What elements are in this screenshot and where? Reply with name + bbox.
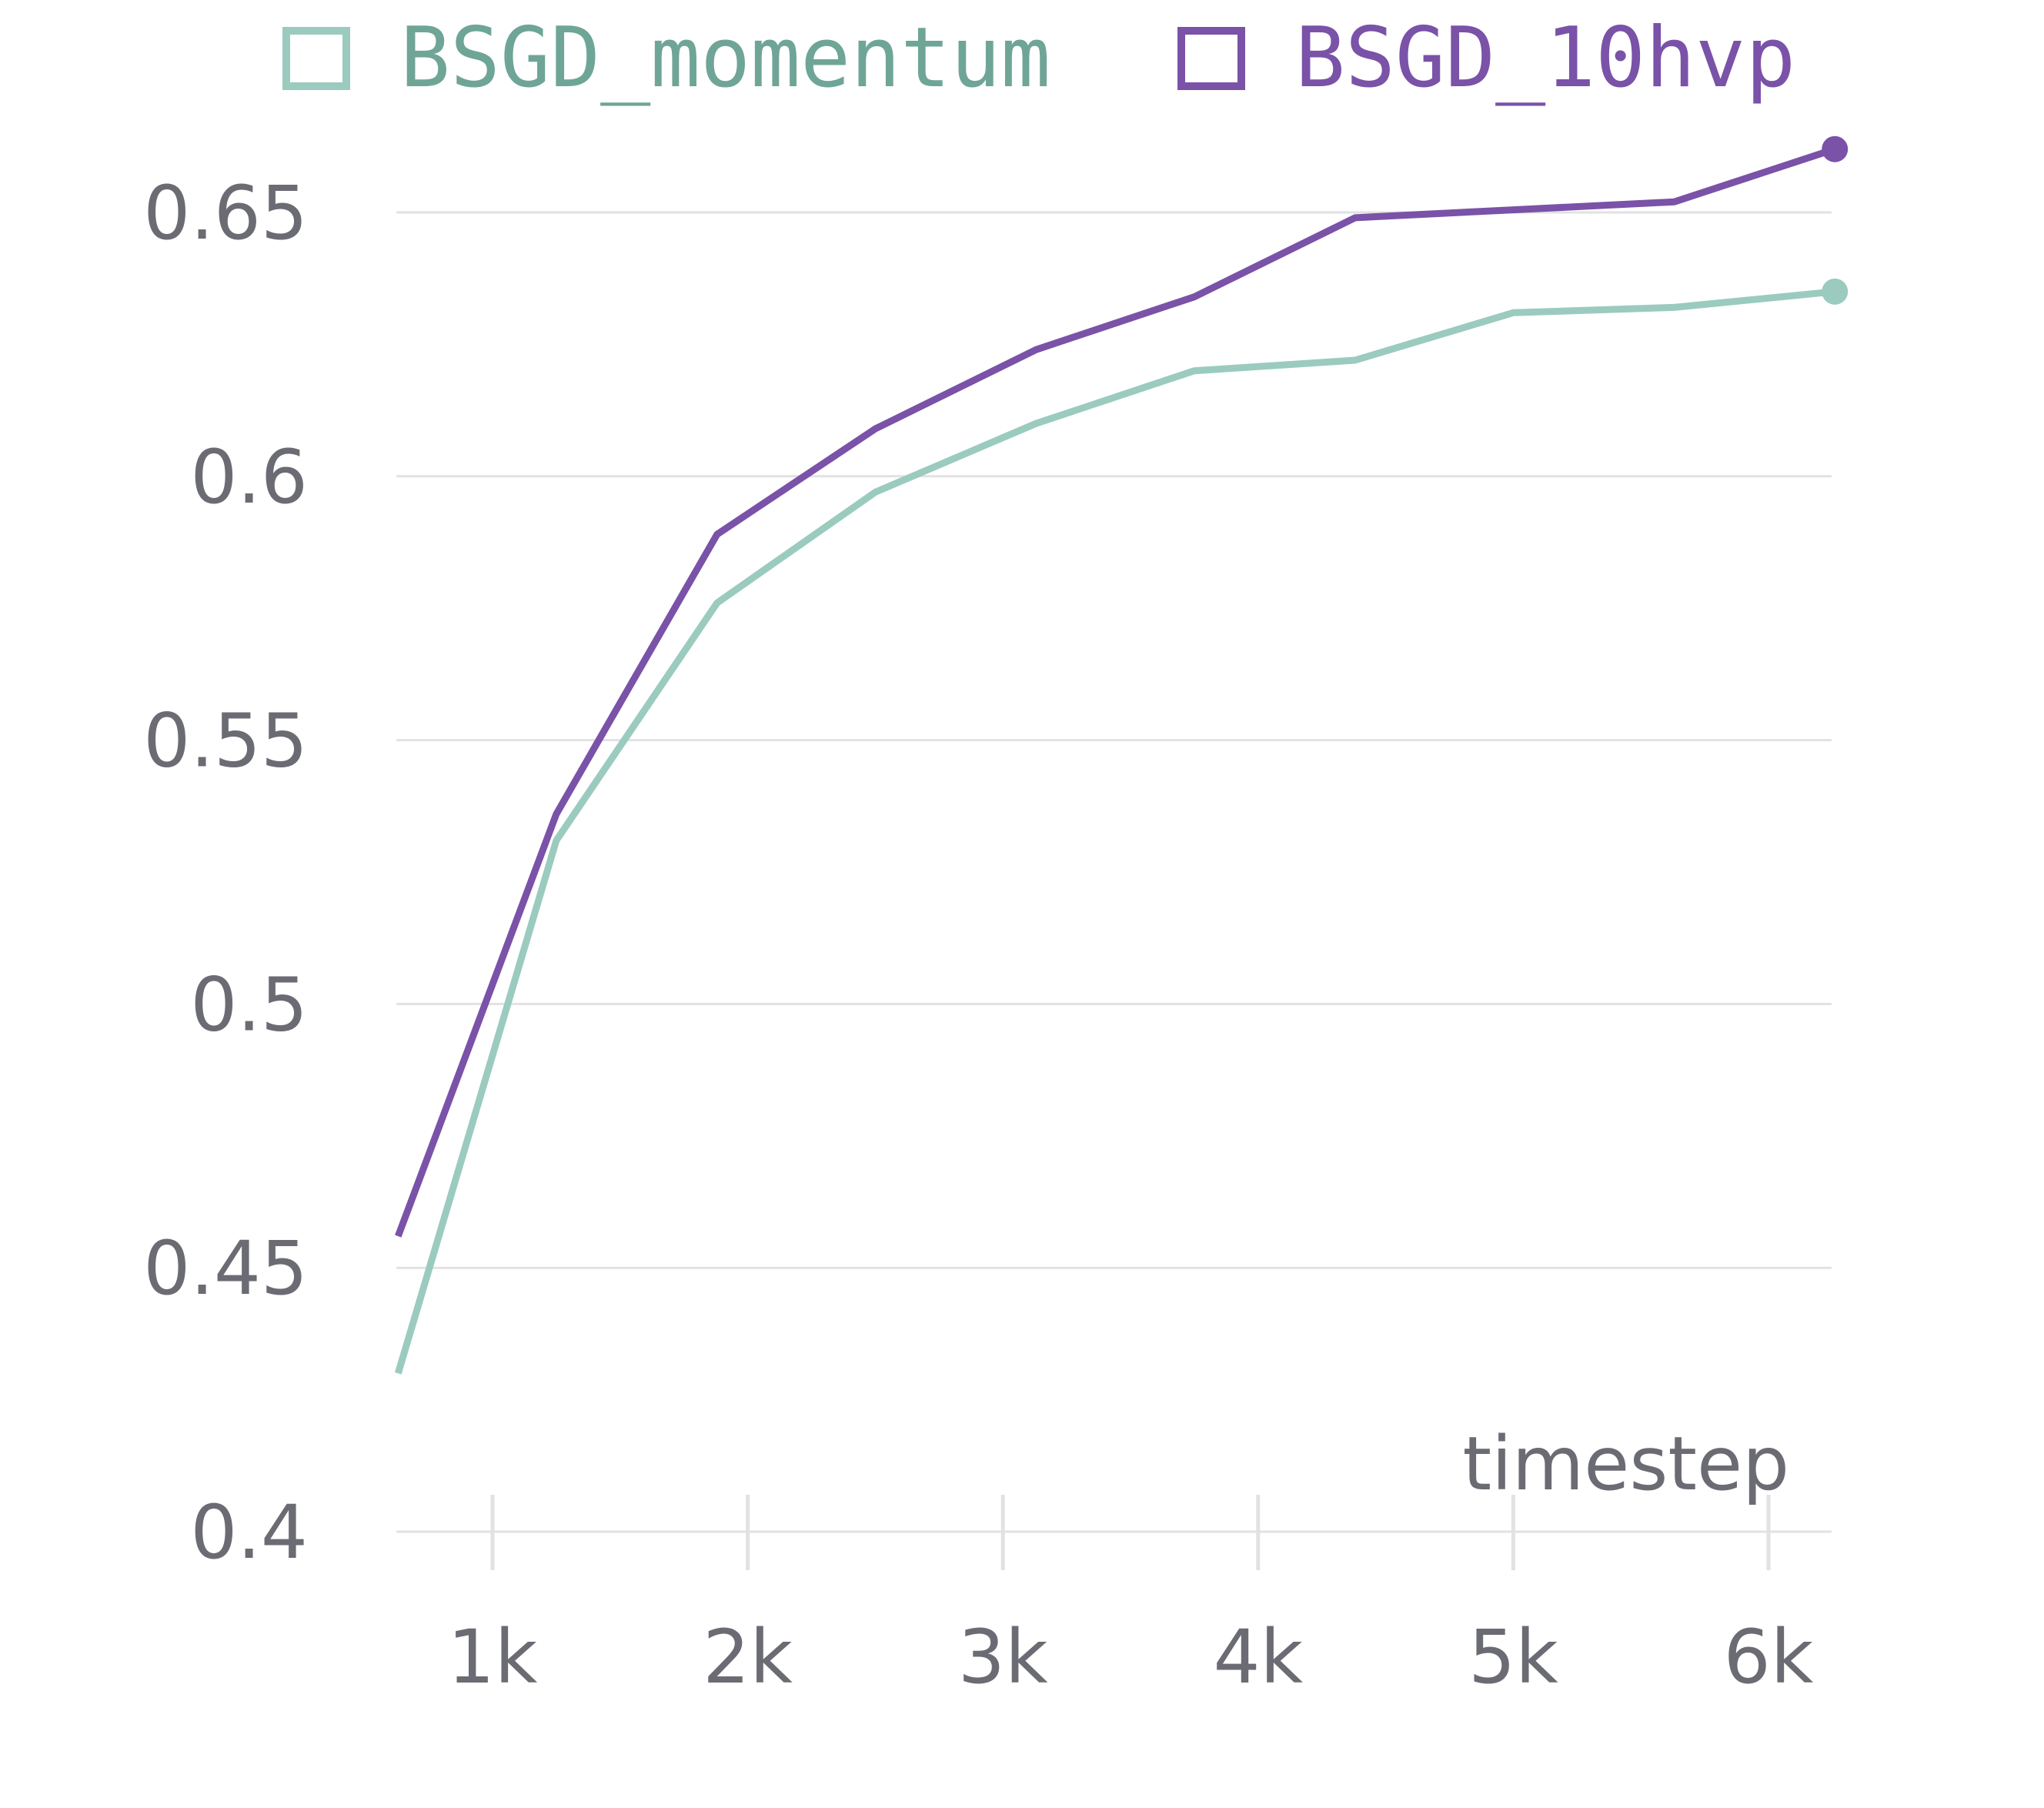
x-tick-label: 4k (1213, 1614, 1303, 1700)
legend-swatch (282, 27, 350, 90)
legend-label: BSGD_momentum (400, 10, 1050, 106)
legend: BSGD_momentum BSGD_10hvp (282, 10, 1795, 106)
x-axis-tick-labels: 1k 2k 3k 4k 5k 6k (448, 1614, 1814, 1700)
series-line-BSGD_momentum (394, 288, 1835, 1375)
series-line-BSGD_10hvp (395, 145, 1836, 1238)
y-tick-label: 0.5 (190, 961, 308, 1048)
y-tick-label: 0.45 (143, 1225, 308, 1312)
x-axis-ticks (490, 1495, 1771, 1570)
x-tick-label: 2k (703, 1614, 793, 1700)
series-end-marker-BSGD_momentum (1822, 278, 1849, 305)
y-tick-label: 0.4 (190, 1489, 308, 1576)
series-lines (394, 135, 1849, 1375)
legend-swatch (1177, 27, 1245, 90)
y-tick-label: 0.6 (190, 434, 308, 520)
y-tick-label: 0.55 (143, 698, 308, 784)
series-end-marker-BSGD_10hvp (1822, 135, 1849, 162)
legend-label: BSGD_10hvp (1295, 10, 1795, 106)
grid-lines (396, 211, 1832, 1533)
x-tick-label: 5k (1468, 1614, 1558, 1700)
x-tick-label: 3k (958, 1614, 1048, 1700)
x-tick-label: 6k (1724, 1614, 1814, 1700)
x-tick-label: 1k (448, 1614, 538, 1700)
y-axis-tick-labels: 0.4 0.45 0.5 0.55 0.6 0.65 (143, 170, 308, 1576)
x-axis-title: timestep (1462, 1421, 1789, 1507)
y-tick-label: 0.65 (143, 170, 308, 256)
